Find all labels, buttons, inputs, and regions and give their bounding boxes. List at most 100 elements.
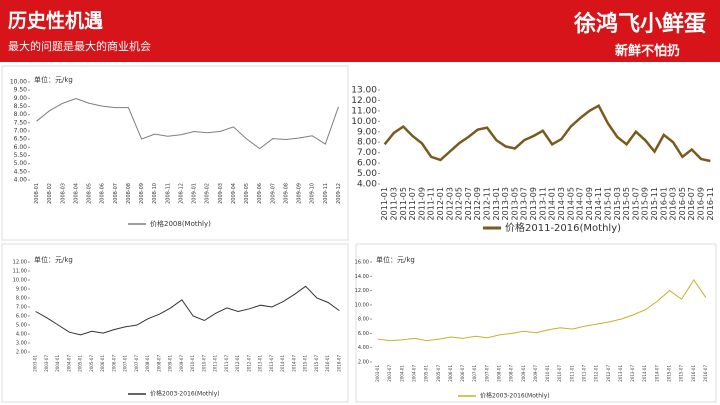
y-tick-label: 7.00 [357,148,377,158]
panel [1,243,349,403]
x-tick-label: 2012-05 [455,187,464,220]
y-tick-label: 9.00 [357,127,377,137]
x-tick-label: 2015-03 [613,187,622,220]
x-tick-label: 2008-03 [60,183,66,204]
x-tick-label: 2006-07 [111,355,116,372]
x-tick-label: 2006-01 [100,355,105,372]
y-tick-label: 5.00 [16,323,27,329]
x-tick-label: 2013-11 [538,187,547,220]
x-tick-label: 2012-01 [594,365,599,382]
y-tick-label: 7.50 [14,119,28,126]
x-tick-label: 2005-01 [424,365,429,382]
x-tick-label: 2007-01 [472,365,477,382]
y-tick-label: 8.50 [14,103,28,110]
legend-label: 价格2011-2016(Mothly) [505,221,621,234]
x-tick-label: 2009-05 [244,183,250,204]
line [35,285,340,336]
x-tick-label: 2011-09 [417,187,426,220]
y-tick-label: 6.00 [14,144,28,151]
x-tick-label: 2013-01 [618,365,623,382]
x-tick-label: 2014-01 [548,187,557,220]
x-tick-label: 2011-03 [389,187,398,220]
x-tick-label: 2008-06 [100,183,106,204]
legend-label: 价格2003-2016(Mothly) [150,390,220,398]
x-tick-label: 2009-07 [533,365,538,382]
x-tick-label: 2015-01 [667,365,672,382]
x-tick-label: 2005-01 [78,355,83,372]
x-tick-label: 2016-09 [697,187,706,220]
x-tick-label: 2016-07 [703,365,708,382]
x-tick-label: 2009-07 [270,183,276,204]
x-tick-label: 2014-01 [280,355,285,372]
x-tick-label: 2008-01 [497,365,502,382]
y-tick-label: 13.00 [351,86,377,96]
x-tick-label: 2009-06 [257,183,263,204]
x-tick-label: 2015-01 [303,355,308,372]
y-tick-label: 16.00 [355,260,369,266]
x-tick-label: 2010-01 [545,365,550,382]
y-tick-label: 5.00 [14,160,28,167]
y-tick-label: 8.00 [14,111,28,118]
x-tick-label: 2014-01 [642,365,647,382]
x-tick-label: 2008-04 [73,183,79,204]
x-tick-label: 2009-09 [297,183,303,204]
title: 历史性机遇 [8,10,104,32]
x-tick-label: 2012-07 [464,187,473,220]
x-tick-label: 2015-07 [679,365,684,382]
x-tick-label: 2012-11 [483,187,492,220]
x-tick-label: 2008-07 [156,355,161,372]
x-tick-label: 2016-01 [325,355,330,372]
x-tick-label: 2012-07 [606,365,611,382]
x-tick-label: 2005-07 [436,365,441,382]
x-tick-label: 2006-07 [460,365,465,382]
panel [1,65,349,241]
y-tick-label: 4.00 [358,345,369,351]
x-tick-label: 2008-01 [34,183,40,204]
x-tick-label: 2014-11 [594,187,603,220]
x-tick-label: 2012-01 [436,187,445,220]
y-tick-label: 6.00 [358,331,369,337]
x-tick-label: 2011-05 [399,187,408,220]
legend-label: 价格2003-2016(Mothly) [480,392,550,400]
x-tick-label: 2009-02 [205,183,211,204]
y-tick-label: 4.00 [357,180,377,190]
x-tick-label: 2007-07 [134,355,139,372]
x-tick-label: 2008-10 [152,183,158,204]
y-tick-label: 2.00 [16,350,27,356]
y-tick-label: 10.00 [355,302,369,308]
y-tick-label: 12.00 [13,260,27,266]
x-tick-label: 2004-07 [66,355,71,372]
x-tick-label: 2003-01 [375,365,380,382]
x-tick-label: 2008-09 [139,183,145,204]
header: 历史性机遇 最大的问题是最大的商业机会 徐鸿飞小鲜蛋 新鲜不怕扔 [0,0,720,62]
x-tick-label: 2011-07 [224,355,229,372]
x-tick-label: 2012-09 [473,187,482,220]
x-tick-label: 2008-07 [509,365,514,382]
brand: 徐鸿飞小鲜蛋 [573,11,706,37]
x-tick-label: 2008-07 [113,183,119,204]
x-tick-label: 2011-07 [408,187,417,220]
legend-label: 价格2008(Mothly) [150,219,211,228]
y-tick-label: 10.00 [351,117,377,127]
x-tick-label: 2005-07 [89,355,94,372]
y-tick-label: 6.50 [14,136,28,143]
line [383,103,711,163]
line [378,278,707,342]
x-tick-label: 2008-01 [145,355,150,372]
x-tick-label: 2011-01 [380,187,389,220]
x-tick-label: 2015-11 [650,187,659,220]
y-axis-label: 单位：元/kg [34,75,73,84]
x-tick-label: 2007-07 [484,365,489,382]
line [36,97,339,150]
y-tick-label: 5.00 [357,169,377,179]
x-tick-label: 2003-07 [387,365,392,382]
y-tick-label: 9.50 [14,87,28,94]
x-tick-label: 2011-01 [213,355,218,372]
y-tick-label: 7.00 [16,305,27,311]
x-tick-label: 2014-03 [557,187,566,220]
x-tick-label: 2008-11 [165,183,171,204]
y-tick-label: 2.00 [358,360,369,366]
x-tick-label: 2012-07 [246,355,251,372]
x-tick-label: 2009-11 [323,183,329,204]
charts: 4.004.505.005.506.006.507.007.508.008.50… [1,65,717,403]
